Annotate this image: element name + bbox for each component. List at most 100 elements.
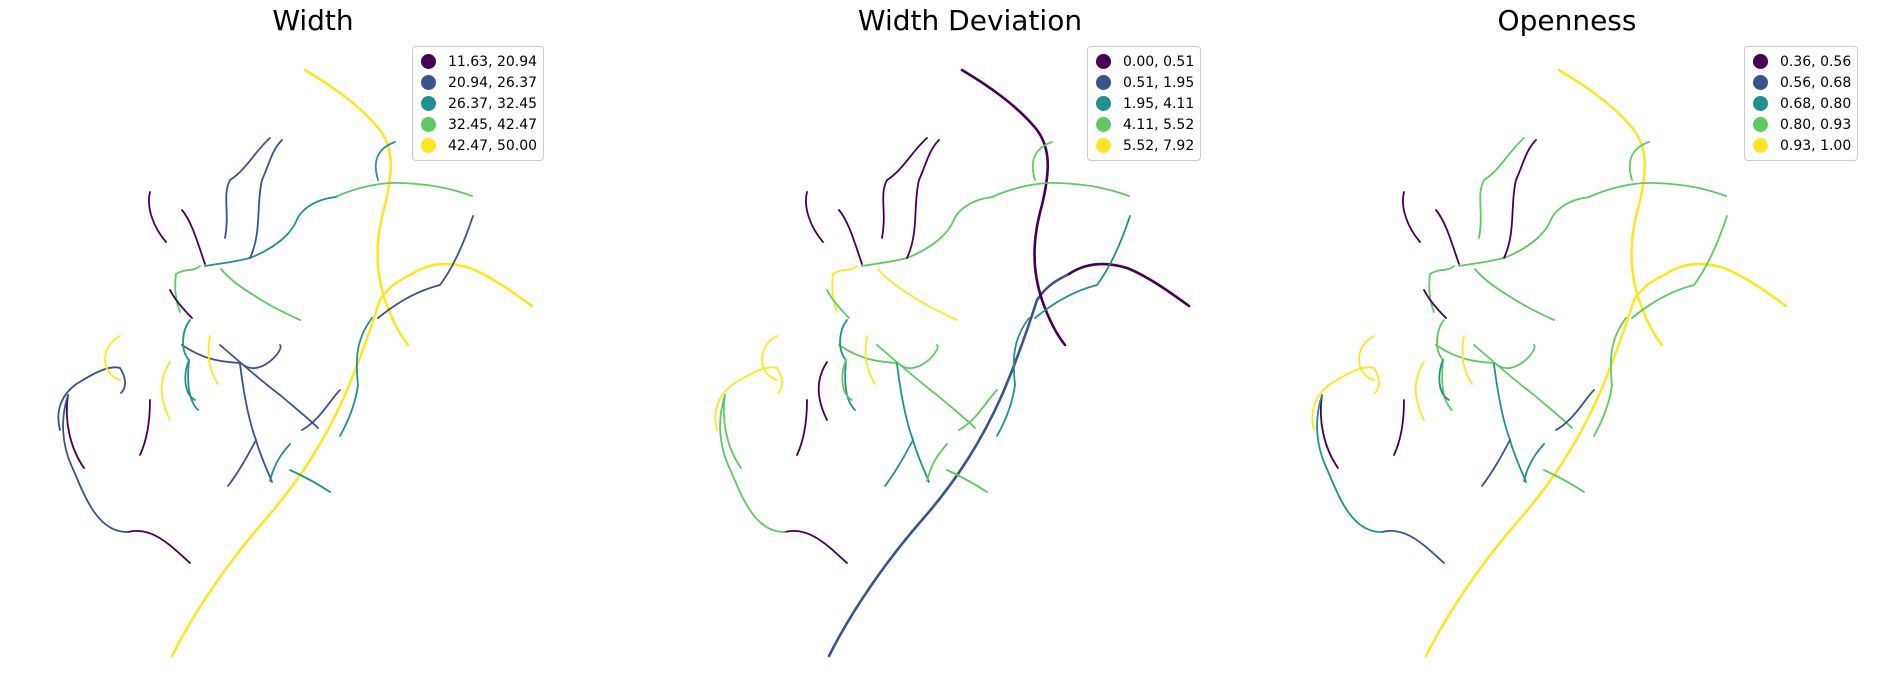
legend-entry: 32.45, 42.47 [421, 114, 537, 135]
street-segment [838, 344, 939, 370]
street-segment [761, 335, 778, 381]
street-segment [207, 335, 219, 385]
street-segment [410, 262, 534, 308]
street-network-map [1311, 68, 1788, 658]
legend: 11.63, 20.94 20.94, 26.37 26.37, 32.45 3… [412, 46, 545, 161]
legend-label: 20.94, 26.37 [448, 74, 538, 91]
street-segment [334, 182, 473, 198]
legend-label: 11.63, 20.94 [448, 53, 538, 70]
street-segment [817, 361, 828, 421]
street-segment [1428, 265, 1455, 313]
legend-entry: 4.11, 5.52 [1096, 114, 1194, 135]
street-segment [1481, 439, 1511, 487]
map-panel-width: Width 11.63, 20.94 20.94, 26.37 26.37, 3… [0, 0, 626, 698]
legend-label: 0.36, 0.56 [1780, 53, 1852, 70]
street-segment [1557, 68, 1664, 347]
street-segment [1034, 215, 1131, 319]
street-segment [958, 389, 998, 431]
legend-label: 4.11, 5.52 [1123, 116, 1195, 133]
street-segment [170, 272, 414, 658]
street-segment [181, 209, 206, 265]
legend-label: 5.52, 7.92 [1123, 137, 1195, 154]
street-segment [1358, 335, 1375, 381]
street-segment [227, 439, 257, 487]
legend: 0.00, 0.51 0.51, 1.95 1.95, 4.11 4.11, 5… [1087, 46, 1202, 161]
street-segment [339, 317, 373, 437]
legend-entry: 0.36, 0.56 [1753, 51, 1851, 72]
legend-swatch-icon [421, 54, 436, 69]
legend-swatch-icon [1753, 138, 1768, 153]
legend-swatch-icon [421, 75, 436, 90]
street-network-map [714, 68, 1191, 658]
legend-swatch-icon [1753, 75, 1768, 90]
map-panel-openness: Openness 0.36, 0.56 0.56, 0.68 0.68, 0.8… [1254, 0, 1880, 698]
street-segment [996, 317, 1030, 437]
street-segment [62, 394, 129, 533]
legend-swatch-icon [1096, 75, 1111, 90]
street-segment [104, 335, 121, 381]
legend-entry: 0.00, 0.51 [1096, 51, 1194, 72]
street-segment [1493, 363, 1527, 483]
street-segment [65, 394, 85, 469]
panel-title: Width [272, 4, 354, 37]
street-segment [796, 399, 808, 456]
legend-swatch-icon [421, 138, 436, 153]
street-segment [831, 265, 858, 313]
legend-label: 1.95, 4.11 [1123, 95, 1195, 112]
street-segment [1631, 215, 1728, 319]
street-segment [1438, 359, 1450, 401]
legend-entry: 1.95, 4.11 [1096, 93, 1194, 114]
street-segment [1461, 335, 1473, 385]
street-segment [827, 272, 1071, 658]
street-segment [911, 295, 958, 321]
street-segment [224, 137, 271, 239]
street-segment [884, 439, 914, 487]
legend-swatch-icon [1753, 117, 1768, 132]
street-segment [946, 469, 988, 493]
legend-swatch-icon [1096, 138, 1111, 153]
street-segment [160, 361, 171, 421]
street-segment [377, 215, 474, 319]
street-segment [1523, 443, 1545, 482]
street-segment [1423, 289, 1447, 319]
street-segment [204, 196, 337, 267]
street-segment [1435, 209, 1460, 265]
street-segment [896, 363, 930, 483]
street-segment [269, 443, 291, 482]
street-segment [1031, 141, 1053, 181]
street-segment [1319, 394, 1339, 469]
legend-label: 0.00, 0.51 [1123, 53, 1195, 70]
street-segment [826, 289, 850, 319]
legend-swatch-icon [1753, 96, 1768, 111]
legend-label: 0.56, 0.68 [1780, 74, 1852, 91]
street-segment [181, 344, 282, 370]
street-segment [1393, 399, 1405, 456]
street-segment [1067, 262, 1191, 308]
street-segment [838, 209, 863, 265]
street-segment [127, 529, 191, 564]
street-segment [1628, 141, 1650, 181]
legend-swatch-icon [1753, 54, 1768, 69]
street-segment [301, 389, 341, 431]
street-segment [876, 344, 976, 429]
street-segment [249, 139, 283, 259]
street-segment [1473, 344, 1573, 429]
legend-entry: 42.47, 50.00 [421, 135, 537, 156]
panel-title: Openness [1497, 4, 1637, 37]
legend-entry: 0.68, 0.80 [1753, 93, 1851, 114]
street-segment [926, 443, 948, 482]
street-segment [220, 268, 256, 297]
street-segment [719, 394, 786, 533]
street-segment [1381, 529, 1445, 564]
street-segment [722, 394, 742, 469]
legend-swatch-icon [1096, 117, 1111, 132]
street-segment [714, 366, 783, 431]
street-segment [1508, 295, 1555, 321]
legend-label: 32.45, 42.47 [448, 116, 538, 133]
street-segment [1593, 317, 1627, 437]
street-segment [1588, 182, 1727, 198]
street-segment [864, 335, 876, 385]
street-segment [1478, 137, 1525, 239]
panel-title: Width Deviation [857, 4, 1083, 37]
street-segment [57, 366, 126, 431]
